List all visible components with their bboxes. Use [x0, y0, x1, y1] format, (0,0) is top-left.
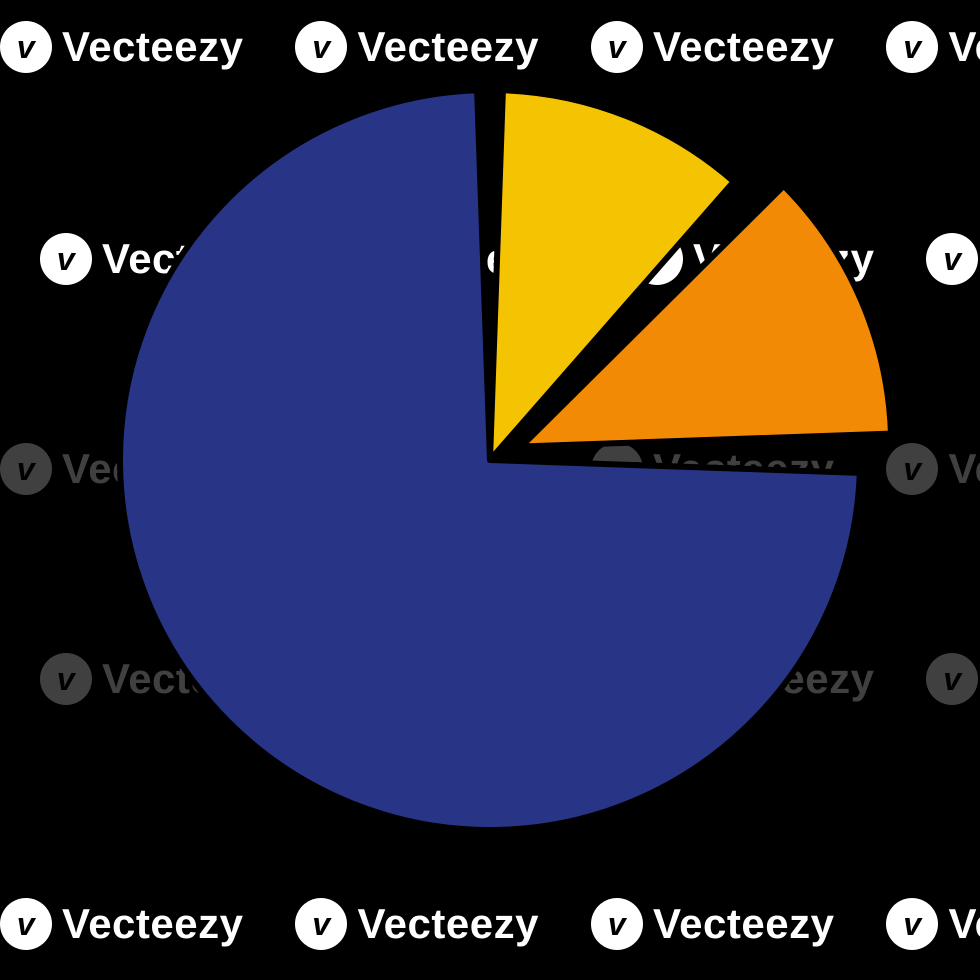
watermark-text: Vecteezy — [357, 900, 538, 948]
watermark-logo-icon: v — [886, 898, 938, 950]
watermark-item: vVecteezy — [591, 898, 834, 950]
watermark-text: Vecteezy — [948, 23, 980, 71]
watermark-item: vVecteezy — [0, 898, 243, 950]
pie-chart — [60, 30, 920, 890]
watermark-text: Vecteezy — [948, 445, 980, 493]
watermark-item: vVecteezy — [295, 898, 538, 950]
watermark-text: Vecteezy — [653, 900, 834, 948]
watermark-text: Vecteezy — [948, 900, 980, 948]
watermark-logo-icon: v — [295, 898, 347, 950]
watermark-logo-icon: v — [591, 898, 643, 950]
watermark-logo-icon: v — [926, 233, 978, 285]
watermark-item: v Vecteezy — [886, 898, 980, 950]
pie-chart-svg — [60, 30, 920, 890]
watermark-row: vVecteezyvVecteezyvVecteezyvVecteezy — [0, 895, 980, 953]
watermark-item: vVecteezy — [926, 653, 980, 705]
pie-slice-navy — [120, 90, 860, 830]
watermark-logo-icon: v — [0, 898, 52, 950]
watermark-item: vVecteezy — [926, 233, 980, 285]
watermark-logo-icon: v — [926, 653, 978, 705]
watermark-text: Vecteezy — [62, 900, 243, 948]
watermark-logo-icon: v — [0, 21, 52, 73]
watermark-logo-icon: v — [0, 443, 52, 495]
